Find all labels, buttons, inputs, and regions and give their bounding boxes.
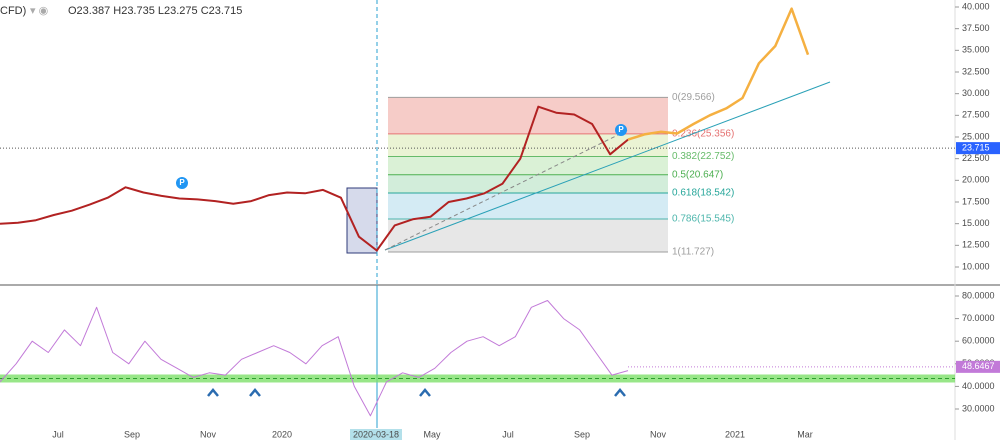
y-tick-label: 60.0000 bbox=[962, 336, 995, 346]
x-tick-label: Jul bbox=[52, 429, 64, 439]
last-rsi-box bbox=[956, 360, 1000, 373]
x-tick-label: Sep bbox=[574, 429, 590, 439]
arrow-markers bbox=[207, 388, 626, 397]
p-marker[interactable]: P bbox=[176, 177, 188, 189]
x-tick-label: Sep bbox=[124, 429, 140, 439]
x-tick-label: Jul bbox=[502, 429, 514, 439]
fib-band bbox=[388, 192, 668, 219]
x-tick-label: May bbox=[423, 429, 441, 439]
fib-band bbox=[388, 156, 668, 175]
y-tick-label: 37.500 bbox=[962, 23, 990, 33]
y-tick-label: 17.500 bbox=[962, 196, 990, 206]
x-tick-label: Nov bbox=[200, 429, 217, 439]
toggle[interactable]: ▾ ◉ bbox=[30, 5, 48, 17]
x-tick-label: 2020 bbox=[272, 429, 292, 439]
y-tick-label: 80.0000 bbox=[962, 290, 995, 300]
fib-band bbox=[388, 174, 668, 193]
cursor-date-box bbox=[350, 429, 402, 440]
y-tick-label: 15.000 bbox=[962, 218, 990, 228]
last-rsi-label: 48.6467 bbox=[962, 361, 995, 371]
cursor-date: 2020-03-18 bbox=[353, 429, 399, 439]
projection-line bbox=[627, 7, 810, 141]
fib-label: 0.786(15.545) bbox=[672, 214, 734, 225]
p-marker[interactable]: P bbox=[615, 124, 627, 136]
fib-band bbox=[388, 133, 668, 157]
y-tick-label: 25.000 bbox=[962, 131, 990, 141]
fib-label: 1(11.727) bbox=[672, 247, 714, 258]
fib-band bbox=[388, 218, 668, 253]
ohlc: O23.387 H23.735 L23.275 C23.715 bbox=[68, 5, 242, 17]
y-tick-label: 70.0000 bbox=[962, 313, 995, 323]
fib-label: 0(29.566) bbox=[672, 92, 715, 103]
y-tick-label: 30.0000 bbox=[962, 403, 995, 413]
y-tick-label: 30.000 bbox=[962, 88, 990, 98]
y-tick-label: 32.500 bbox=[962, 66, 990, 76]
y-tick-label: 40.000 bbox=[962, 1, 990, 11]
last-price-box bbox=[956, 142, 1000, 155]
fib-label: 0.236(25.356) bbox=[672, 129, 734, 140]
symbol: CFD) bbox=[0, 5, 26, 17]
y-tick-label: 35.000 bbox=[962, 45, 990, 55]
fib-label: 0.5(20.647) bbox=[672, 169, 723, 180]
y-tick-label: 22.500 bbox=[962, 153, 990, 163]
fib-trend bbox=[384, 129, 629, 251]
x-tick-label: Nov bbox=[650, 429, 667, 439]
last-price-label: 23.715 bbox=[962, 143, 990, 153]
x-tick-label: Mar bbox=[797, 429, 813, 439]
fib-label: 0.618(18.542) bbox=[672, 188, 734, 199]
fib-retracement: 0(29.566) 0.236(25.356) 0.382(22.752) 0.5(2… bbox=[388, 92, 734, 258]
y-tick-label: 20.000 bbox=[962, 175, 990, 185]
rsi-line bbox=[0, 300, 629, 417]
svg-text:P: P bbox=[618, 125, 624, 134]
price-line bbox=[0, 105, 629, 252]
svg-text:P: P bbox=[179, 178, 185, 187]
fib-label: 0.382(22.752) bbox=[672, 151, 734, 162]
y-tick-label: 40.0000 bbox=[962, 381, 995, 391]
trendline bbox=[384, 81, 831, 251]
x-tick-label: 2021 bbox=[725, 429, 745, 439]
y-tick-label: 12.500 bbox=[962, 240, 990, 250]
y-tick-label: 27.500 bbox=[962, 110, 990, 120]
y-tick-label: 10.000 bbox=[962, 261, 990, 271]
